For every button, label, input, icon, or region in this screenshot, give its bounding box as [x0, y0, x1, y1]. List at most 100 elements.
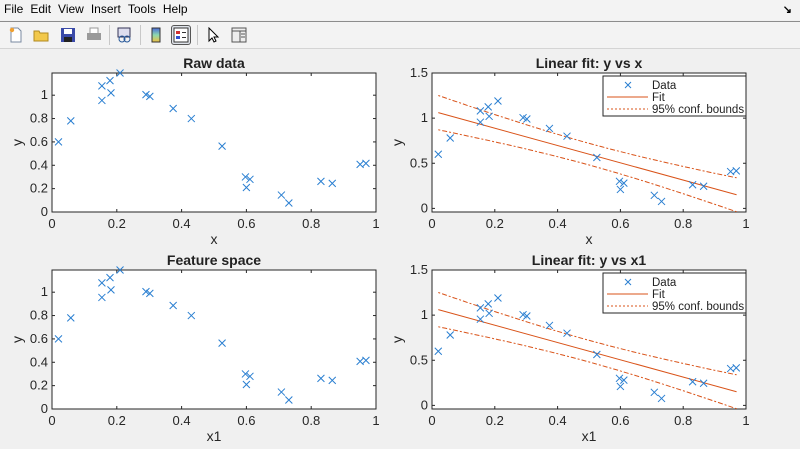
property-inspector-icon[interactable] — [229, 25, 249, 45]
data-point — [317, 177, 325, 186]
fit-line — [438, 112, 737, 196]
data-point — [241, 370, 250, 378]
data-point — [563, 132, 571, 141]
open-file-icon[interactable] — [31, 25, 51, 45]
data-point — [284, 199, 293, 207]
data-point — [476, 315, 485, 324]
data-point — [246, 175, 254, 184]
y-tick-label: 0.4 — [30, 354, 48, 369]
menu-help[interactable]: Help — [162, 2, 188, 16]
axes-3: Feature space 0 0.2 0.4 0.6 0.8 1 0 0.2 0.4 0.6 0.8… — [9, 252, 380, 444]
data-point — [187, 114, 196, 123]
data-point — [169, 104, 178, 113]
menu-edit[interactable]: Edit — [30, 2, 52, 16]
data-point — [615, 374, 624, 383]
x-tick-label: 0 — [428, 413, 435, 428]
x-tick-label: 0.2 — [486, 413, 504, 428]
x-tick-label: 0.8 — [674, 413, 692, 428]
data-point — [66, 314, 75, 322]
x-axis-label: x1 — [207, 428, 222, 444]
y-axis-label: y — [9, 336, 25, 343]
data-point — [657, 394, 666, 403]
data-point — [650, 191, 659, 200]
y-tick-label: 0.8 — [30, 111, 48, 126]
data-point — [187, 311, 196, 320]
x-tick-label: 0 — [48, 413, 55, 428]
menu-tools[interactable]: Tools — [127, 2, 156, 16]
axes-1: Raw data 0 0.2 0.4 0.6 0.8 1 0 0.2 0.4 0.6 0.8 1 x y — [9, 55, 380, 247]
menu-insert[interactable]: Insert — [90, 2, 121, 16]
toolbar-separator — [109, 25, 110, 45]
data-point — [699, 379, 708, 388]
pointer-icon[interactable] — [203, 25, 223, 45]
undock-icon[interactable]: ↘ — [782, 4, 792, 16]
x-tick-label: 1 — [742, 413, 749, 428]
y-tick-label: 0.4 — [30, 157, 48, 172]
save-icon[interactable] — [58, 25, 78, 45]
y-axis-label: y — [389, 139, 405, 146]
data-point — [145, 92, 154, 101]
x-tick-label: 0.4 — [549, 216, 567, 231]
x-tick-label: 0.2 — [108, 413, 126, 428]
data-point — [434, 150, 443, 159]
data-point — [241, 173, 250, 181]
y-tick-label: 0.6 — [30, 134, 48, 149]
menu-view[interactable]: View — [58, 2, 84, 16]
axes-4: Linear fit: y vs x1 0 0.2 0.4 0.6 0.8 1 0 0.5 1 1.… — [389, 252, 750, 444]
data-point — [657, 197, 666, 206]
legend-entry: 95% conf. bounds — [652, 104, 744, 116]
x-tick-label: 0.2 — [108, 216, 126, 231]
data-point — [218, 142, 226, 150]
x-tick-label: 0.8 — [302, 216, 320, 231]
data-point — [98, 96, 106, 105]
data-point — [522, 115, 531, 123]
data-point — [362, 356, 370, 365]
data-point — [145, 289, 154, 298]
legend-data-marker — [624, 278, 632, 286]
link-plot-icon[interactable] — [114, 25, 134, 45]
toolbar-separator — [197, 25, 198, 45]
x-tick-label: 0 — [428, 216, 435, 231]
chart-title: Linear fit: y vs x1 — [532, 252, 647, 268]
y-tick-label: 1.5 — [410, 262, 428, 277]
data-point — [218, 339, 226, 347]
data-point — [54, 138, 63, 146]
print-icon[interactable] — [84, 25, 104, 45]
data-point — [106, 76, 114, 85]
x-tick-label: 0.4 — [173, 216, 191, 231]
data-point — [615, 177, 624, 186]
data-point — [616, 185, 625, 194]
data-point — [284, 396, 293, 404]
data-point — [317, 374, 325, 383]
x-axis-label: x1 — [582, 428, 597, 444]
legend-box — [602, 75, 747, 117]
y-tick-label: 1 — [41, 284, 48, 299]
x-tick-label: 0.6 — [611, 413, 629, 428]
data-point — [362, 159, 370, 168]
menu-file[interactable]: File — [4, 2, 24, 16]
x-tick-label: 1 — [372, 216, 379, 231]
data-point — [688, 180, 697, 189]
new-figure-icon[interactable] — [6, 25, 26, 45]
data-point — [494, 97, 502, 105]
chart-title: Linear fit: y vs x — [536, 55, 643, 71]
y-tick-label: 1 — [421, 110, 428, 125]
x-tick-label: 1 — [742, 216, 749, 231]
data-point — [620, 179, 628, 187]
colorbar-icon[interactable] — [146, 25, 166, 45]
data-point — [650, 388, 659, 397]
data-point — [328, 179, 337, 188]
y-tick-label: 0 — [41, 204, 48, 219]
data-point — [485, 309, 494, 318]
data-point — [98, 278, 106, 287]
x-tick-label: 0 — [48, 216, 55, 231]
data-point — [116, 69, 124, 77]
data-point — [699, 182, 708, 191]
y-tick-label: 0 — [421, 200, 428, 215]
x-tick-label: 0.2 — [486, 216, 504, 231]
confidence-bound-lower — [438, 129, 737, 212]
legend-icon[interactable] — [171, 25, 191, 45]
